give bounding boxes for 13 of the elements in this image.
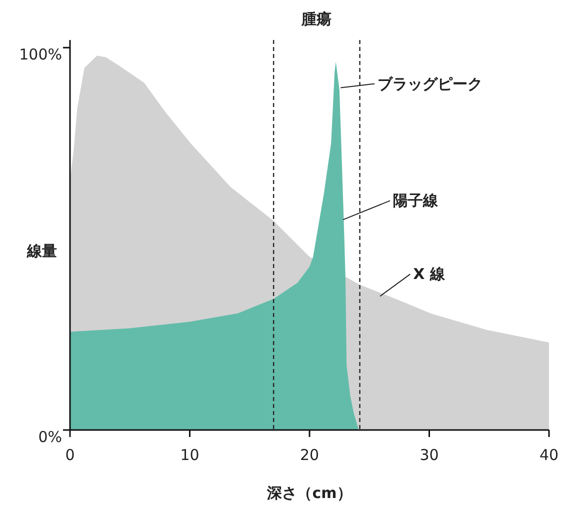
x-tick-label: 10: [180, 446, 200, 464]
x-tick-label: 0: [65, 446, 75, 464]
y-tick-label: 0%: [38, 428, 62, 446]
x-tick-label: 20: [300, 446, 320, 464]
y-axis-title: 線量: [26, 242, 57, 260]
x-tick-label: 30: [420, 446, 439, 464]
x-axis-title: 深さ（cm）: [266, 484, 352, 502]
x-tick-label: 40: [539, 446, 559, 464]
y-tick-label: 100%: [19, 46, 62, 64]
annotation: ブラッグピーク: [378, 74, 483, 93]
annotation: 陽子線: [393, 192, 440, 210]
annotation: X 線: [413, 265, 446, 284]
text: 腫瘍: [300, 10, 332, 28]
